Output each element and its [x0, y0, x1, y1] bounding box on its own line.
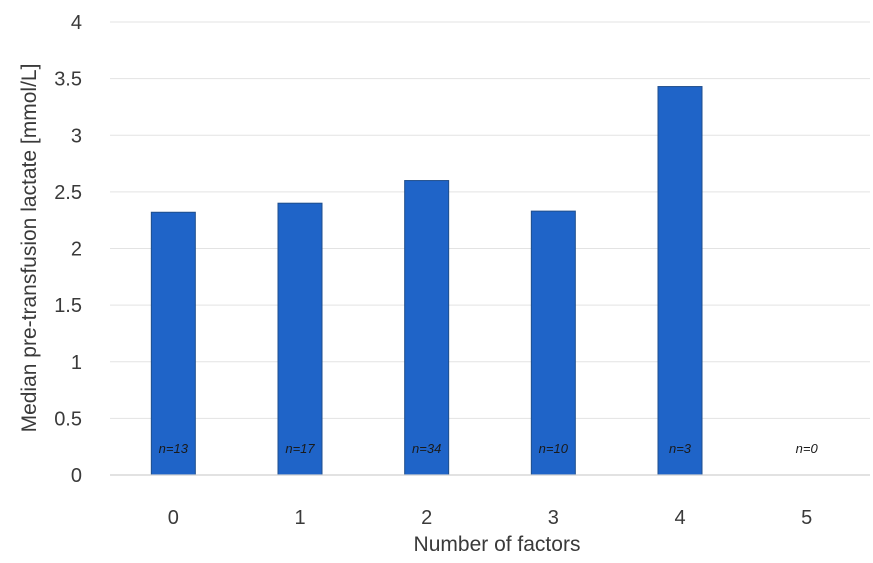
bars	[150, 86, 703, 476]
x-tick-labels: 0 1 2 3 4 5	[168, 507, 812, 529]
x-tick-label: 3	[548, 507, 559, 529]
bar-count-label: n=34	[412, 441, 441, 456]
x-tick-label: 5	[801, 507, 812, 529]
bar-count-label: n=0	[796, 441, 819, 456]
y-tick-label: 2.5	[54, 182, 82, 204]
x-axis-title: Number of factors	[414, 533, 581, 556]
x-tick-label: 0	[168, 507, 179, 529]
y-tick-label: 3	[71, 125, 82, 147]
bar-count-label: n=17	[285, 441, 315, 456]
bar-count-label: n=10	[539, 441, 569, 456]
x-tick-label: 2	[421, 507, 432, 529]
y-tick-label: 1.5	[54, 295, 82, 317]
bar-3	[530, 210, 576, 476]
y-tick-label: 2	[71, 239, 82, 261]
x-tick-label: 4	[674, 507, 685, 529]
y-tick-label: 4	[71, 12, 82, 34]
y-tick-labels: 0 0.5 1 1.5 2 2.5 3 3.5 4	[54, 12, 82, 487]
y-tick-label: 0	[71, 465, 82, 487]
bar-0	[150, 211, 196, 476]
bar-count-label: n=3	[669, 441, 692, 456]
bar-count-labels: n=13 n=17 n=34 n=10 n=3 n=0	[159, 441, 819, 456]
grid-lines	[110, 21, 870, 419]
bar-count-label: n=13	[159, 441, 189, 456]
y-axis-title: Median pre-transfusion lactate [mmol/L]	[18, 64, 41, 433]
bar-2	[404, 180, 450, 476]
bar-4	[657, 86, 703, 476]
y-tick-label: 3.5	[54, 69, 82, 91]
y-tick-label: 1	[71, 352, 82, 374]
x-tick-label: 1	[294, 507, 305, 529]
y-tick-label: 0.5	[54, 408, 82, 430]
bar-1	[277, 202, 323, 476]
